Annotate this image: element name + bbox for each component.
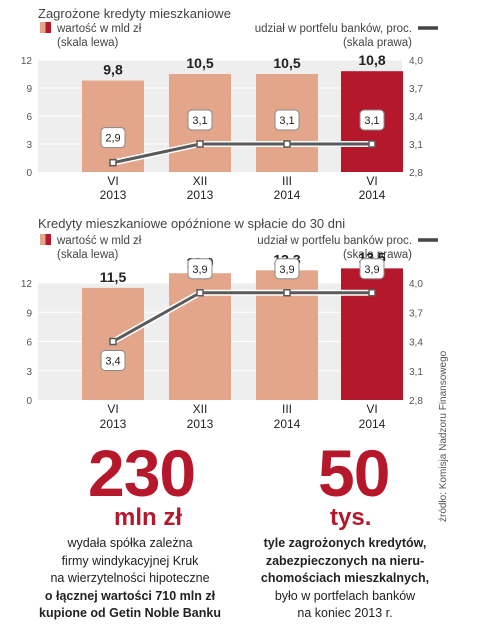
stat-left-line: na wierzytelności hipoteczne — [50, 571, 210, 585]
x-tick-year-label: 2014 — [274, 417, 301, 431]
x-tick-label: VI — [366, 174, 377, 188]
line-value-box — [359, 258, 385, 280]
x-tick-label: XII — [193, 174, 208, 188]
legend-left-scale: (skala lewa) — [57, 249, 119, 261]
x-tick-year-label: 2014 — [359, 417, 386, 431]
stat-right-line: zabezpieczonych na nieru- — [265, 553, 425, 568]
legend-left-scale: (skala lewa) — [57, 37, 119, 49]
series-point — [109, 337, 117, 346]
bar-value-label: 10,5 — [273, 55, 300, 71]
x-tick-year-label: 2013 — [187, 188, 214, 202]
source-note: źródło: Komisja Nadzoru Finansowego — [438, 350, 449, 522]
stat-right-unit: tys. — [330, 504, 372, 531]
legend-left-label: wartość w mld zł — [56, 235, 142, 247]
x-tick-label: III — [282, 402, 292, 416]
y-right-tick-label: 2,8 — [409, 396, 423, 407]
line-value-box — [187, 109, 213, 131]
y-right-tick-label: 4,0 — [409, 279, 423, 290]
bar-value-label: 9,8 — [103, 62, 123, 78]
bar — [341, 268, 403, 400]
y-left-tick-label: 3 — [26, 367, 32, 378]
line-value-box — [274, 109, 300, 131]
series-point — [196, 140, 204, 148]
line-value-box — [359, 109, 385, 131]
series-point — [283, 140, 291, 148]
y-left-tick-label: 6 — [26, 338, 32, 349]
x-tick-label: VI — [107, 174, 118, 188]
legend-swatch-value-light — [40, 22, 46, 33]
line-value-label: 2,9 — [105, 133, 120, 145]
y-right-tick-label: 2,8 — [409, 168, 423, 179]
y-left-tick-label: 12 — [21, 56, 33, 67]
line-value-label: 3,4 — [105, 356, 120, 368]
x-tick-year-label: 2013 — [187, 417, 214, 431]
chart-title: Kredyty mieszkaniowe opóźnione w spłacie… — [38, 216, 345, 231]
series-line — [112, 142, 372, 165]
y-left-tick-label: 12 — [21, 279, 33, 290]
x-tick-label: VI — [366, 402, 377, 416]
stat-left-line: wydała spółka zależna — [67, 536, 193, 550]
y-right-tick-label: 3,1 — [409, 140, 423, 151]
x-tick-label: VI — [107, 402, 118, 416]
stat-left-number: 230 — [88, 436, 196, 510]
legend-right-label: udział w portfelu banków proc. — [257, 235, 412, 247]
legend-right-scale: (skala prawa) — [343, 249, 412, 261]
series-line — [112, 291, 372, 343]
stat-left-line: firmy windykacyjnej Kruk — [61, 553, 199, 568]
stat-left-line: kupione od Getin Noble Banku — [39, 606, 221, 620]
y-right-tick-label: 3,1 — [409, 367, 423, 378]
stat-left-description: wydała spółka zależna firmy windykacyjne… — [30, 535, 230, 623]
y-left-tick-label: 9 — [26, 308, 32, 319]
series-point — [283, 289, 291, 297]
stat-right-line: tyle zagrożonych kredytów, — [263, 536, 427, 550]
y-right-tick-label: 3,7 — [409, 308, 423, 319]
stat-right-number: 50 — [318, 436, 390, 510]
line-value-label: 3,9 — [364, 264, 379, 276]
x-tick-label: XII — [193, 402, 208, 416]
line-value-label: 3,1 — [279, 115, 294, 127]
y-left-tick-label: 0 — [26, 168, 32, 179]
y-left-tick-label: 3 — [26, 140, 32, 151]
stat-right-line: było w portfelach banków — [274, 588, 416, 603]
bar-value-label: 11,5 — [100, 269, 127, 285]
y-left-tick-label: 0 — [26, 396, 32, 407]
bar-value-label: 10,5 — [186, 55, 213, 71]
chart-title: Zagrożone kredyty mieszkaniowe — [38, 6, 231, 21]
x-tick-year-label: 2013 — [100, 188, 127, 202]
stat-left-line: o łącznej wartości 710 mln zł — [44, 588, 216, 603]
y-right-tick-label: 3,4 — [409, 112, 423, 123]
bar-value-label: 10,8 — [358, 52, 385, 68]
line-value-box — [100, 350, 126, 371]
x-tick-year-label: 2014 — [359, 188, 386, 202]
series-point — [368, 140, 376, 148]
line-value-label: 3,9 — [279, 264, 294, 276]
line-value-label: 3,1 — [192, 115, 207, 127]
legend-left-label: wartość w mld zł — [56, 23, 142, 35]
y-left-tick-label: 6 — [26, 112, 32, 123]
legend-right-label: udział w portfelu banków, proc. — [255, 23, 412, 35]
y-right-tick-label: 4,0 — [409, 56, 423, 67]
line-value-box — [100, 127, 126, 149]
x-tick-year-label: 2013 — [100, 417, 127, 431]
legend-swatch-value-light — [40, 234, 46, 245]
line-value-label: 3,1 — [364, 115, 379, 127]
y-left-tick-label: 9 — [26, 84, 32, 95]
stat-right-line: chomościach mieszkalnych, — [260, 571, 430, 585]
series-point — [196, 289, 204, 297]
x-tick-label: III — [282, 174, 292, 188]
legend-right-scale: (skala prawa) — [343, 37, 412, 49]
series-point — [109, 158, 117, 167]
stat-right-line: na koniec 2013 r. — [297, 606, 393, 620]
line-value-box — [274, 258, 300, 280]
line-value-label: 3,9 — [192, 264, 207, 276]
series-point — [368, 289, 376, 297]
stat-left-unit: mln zł — [114, 504, 183, 531]
stat-right-description: tyle zagrożonych kredytów, zabezpieczony… — [245, 535, 445, 623]
x-tick-year-label: 2014 — [274, 188, 301, 202]
line-value-box — [187, 258, 213, 280]
y-right-tick-label: 3,7 — [409, 84, 423, 95]
y-right-tick-label: 3,4 — [409, 338, 423, 349]
